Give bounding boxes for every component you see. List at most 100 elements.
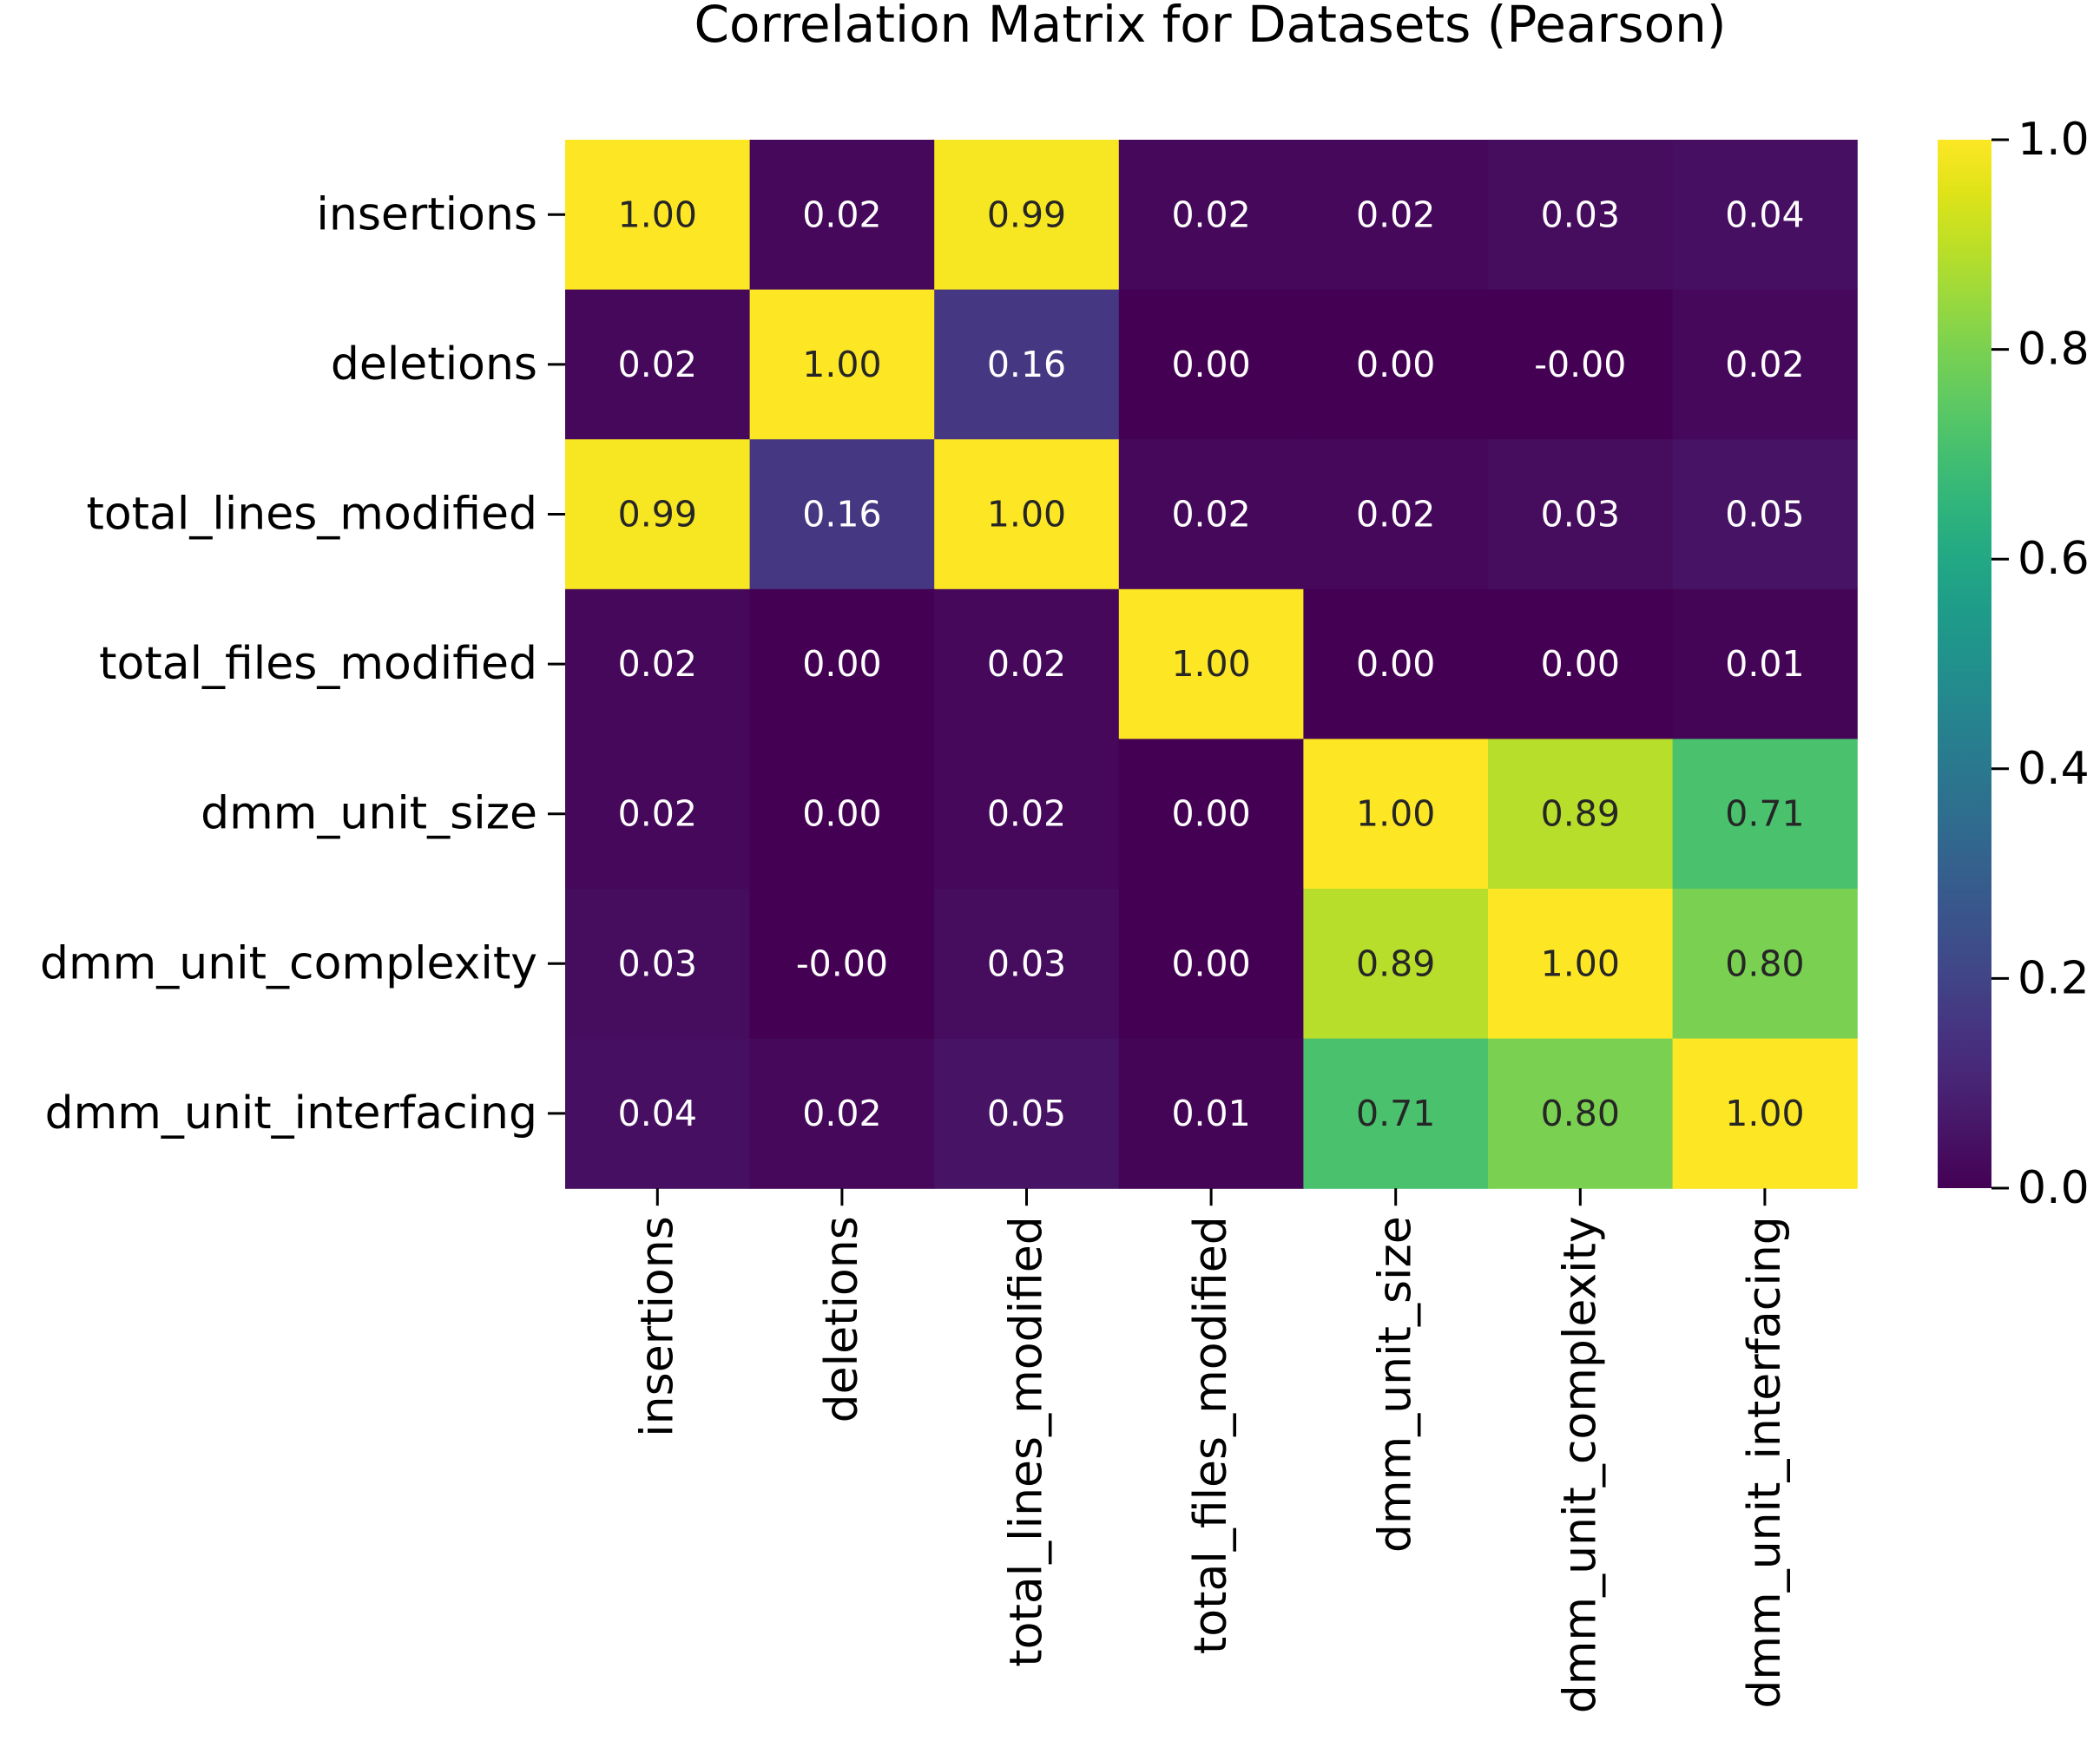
x-tick-label-total-files-modified: total_files_modified xyxy=(1185,1216,1237,1654)
y-tick-label-dmm-unit-size: dmm_unit_size xyxy=(201,788,537,840)
cell-value-label: 1.00 xyxy=(1356,793,1435,835)
cell-value-label: 1.00 xyxy=(618,194,697,235)
cell-value-label: 0.04 xyxy=(618,1093,697,1134)
cell-value-label: 0.05 xyxy=(987,1093,1066,1134)
heatmap-cell-dmm-unit-interfacing-dmm-unit-complexity xyxy=(1488,1038,1674,1189)
cell-value-label: 0.03 xyxy=(1541,194,1620,235)
heatmap-cell-total-files-modified-deletions xyxy=(749,588,935,739)
cell-value-label: 0.16 xyxy=(802,494,881,535)
cell-value-label: 0.02 xyxy=(1356,194,1435,235)
heatmap-cell-dmm-unit-complexity-insertions xyxy=(565,889,751,1040)
heatmap-cell-deletions-insertions xyxy=(565,289,751,440)
heatmap-cell-dmm-unit-size-dmm-unit-interfacing xyxy=(1672,739,1858,890)
heatmap-cell-insertions-dmm-unit-complexity xyxy=(1488,140,1674,291)
heatmap-cell-dmm-unit-size-dmm-unit-complexity xyxy=(1488,739,1674,890)
heatmap-cell-dmm-unit-interfacing-total-lines-modified xyxy=(934,1038,1120,1189)
x-tick-label-dmm-unit-size: dmm_unit_size xyxy=(1370,1216,1422,1553)
y-tick-label-dmm-unit-complexity: dmm_unit_complexity xyxy=(40,937,537,989)
cell-value-label: 0.01 xyxy=(1171,1093,1250,1134)
colorbar-tick-label: 0.0 xyxy=(2018,1162,2090,1214)
cell-value-label: 1.00 xyxy=(802,344,881,385)
x-axis: insertions deletions total_lines_modified t… xyxy=(631,1188,1791,1713)
cell-value-label: 0.99 xyxy=(618,494,697,535)
cell-value-label: -0.00 xyxy=(796,943,888,984)
cell-value-label: 0.02 xyxy=(618,344,697,385)
heatmap-cell-dmm-unit-complexity-dmm-unit-complexity xyxy=(1488,889,1674,1040)
heatmap-cell-insertions-insertions xyxy=(565,140,751,291)
heatmap-cell-dmm-unit-interfacing-insertions xyxy=(565,1038,751,1189)
x-tick-label-total-lines-modified: total_lines_modified xyxy=(1001,1216,1053,1667)
heatmap-cell-total-files-modified-dmm-unit-interfacing xyxy=(1672,588,1858,739)
heatmap-cell-total-lines-modified-dmm-unit-complexity xyxy=(1488,439,1674,590)
colorbar: 0.0 0.2 0.4 0.6 0.8 1.0 xyxy=(1938,114,2090,1214)
cell-value-label: 0.02 xyxy=(802,1093,881,1134)
heatmap-cell-dmm-unit-interfacing-deletions xyxy=(749,1038,935,1189)
heatmap-cell-deletions-dmm-unit-complexity xyxy=(1488,289,1674,440)
heatmap-cell-dmm-unit-complexity-dmm-unit-interfacing xyxy=(1672,889,1858,1040)
cell-value-label: 0.00 xyxy=(1171,344,1250,385)
cell-value-label: 0.00 xyxy=(1171,943,1250,984)
cell-value-label: 1.00 xyxy=(1171,643,1250,685)
cell-value-label: 0.02 xyxy=(1171,494,1250,535)
heatmap-cell-deletions-total-lines-modified xyxy=(934,289,1120,440)
cell-value-label: 0.02 xyxy=(618,793,697,835)
cell-value-label: 0.71 xyxy=(1725,793,1804,835)
cell-value-label: 0.03 xyxy=(618,943,697,984)
cell-value-label: 0.00 xyxy=(802,793,881,835)
cell-value-label: 0.02 xyxy=(1725,344,1804,385)
heatmap-cell-dmm-unit-interfacing-dmm-unit-size xyxy=(1303,1038,1489,1189)
cell-value-label: 0.00 xyxy=(1541,643,1620,685)
heatmap-cell-total-lines-modified-dmm-unit-size xyxy=(1303,439,1489,590)
x-tick-label-dmm-unit-complexity: dmm_unit_complexity xyxy=(1554,1216,1606,1713)
heatmap-cell-total-files-modified-dmm-unit-complexity xyxy=(1488,588,1674,739)
heatmap-cell-total-lines-modified-total-files-modified xyxy=(1118,439,1304,590)
heatmap-cell-insertions-total-files-modified xyxy=(1118,140,1304,291)
heatmap-cell-dmm-unit-complexity-total-lines-modified xyxy=(934,889,1120,1040)
cell-value-label: 0.02 xyxy=(1171,194,1250,235)
y-tick-label-dmm-unit-interfacing: dmm_unit_interfacing xyxy=(45,1087,537,1140)
cell-value-label: 0.02 xyxy=(1356,494,1435,535)
heatmap-cell-deletions-dmm-unit-size xyxy=(1303,289,1489,440)
x-tick-label-insertions: insertions xyxy=(631,1216,683,1437)
heatmap-cell-total-files-modified-insertions xyxy=(565,588,751,739)
cell-value-label: 0.89 xyxy=(1356,943,1435,984)
cell-value-label: 0.80 xyxy=(1725,943,1804,984)
cell-value-label: 0.99 xyxy=(987,194,1066,235)
heatmap-cell-total-files-modified-total-lines-modified xyxy=(934,588,1120,739)
heatmap-cell-dmm-unit-size-total-lines-modified xyxy=(934,739,1120,890)
cell-value-label: 0.03 xyxy=(987,943,1066,984)
cell-value-label: 1.00 xyxy=(1725,1093,1804,1134)
cell-value-label: 0.16 xyxy=(987,344,1066,385)
heatmap-cell-dmm-unit-size-total-files-modified xyxy=(1118,739,1304,890)
cell-value-label: 0.02 xyxy=(618,643,697,685)
cell-value-label: 1.00 xyxy=(1541,943,1620,984)
cell-value-label: 0.04 xyxy=(1725,194,1804,235)
cell-value-label: -0.00 xyxy=(1534,344,1626,385)
heatmap-cell-total-lines-modified-dmm-unit-interfacing xyxy=(1672,439,1858,590)
cell-value-label: 0.03 xyxy=(1541,494,1620,535)
heatmap-cell-dmm-unit-size-deletions xyxy=(749,739,935,890)
cell-value-label: 0.00 xyxy=(802,643,881,685)
cell-value-label: 0.89 xyxy=(1541,793,1620,835)
y-tick-label-total-files-modified: total_files_modified xyxy=(99,638,537,690)
heatmap-cell-dmm-unit-complexity-dmm-unit-size xyxy=(1303,889,1489,1040)
colorbar-gradient xyxy=(1938,140,1991,1188)
cell-value-label: 0.01 xyxy=(1725,643,1804,685)
y-axis: insertions deletions total_lines_modifiedt… xyxy=(40,188,565,1140)
cell-value-label: 0.00 xyxy=(1356,643,1435,685)
heatmap-cell-deletions-deletions xyxy=(749,289,935,440)
heatmap-cell-deletions-total-files-modified xyxy=(1118,289,1304,440)
cell-value-label: 0.00 xyxy=(1171,793,1250,835)
heatmap-cell-dmm-unit-size-insertions xyxy=(565,739,751,890)
colorbar-tick-label: 0.8 xyxy=(2018,324,2090,376)
colorbar-tick-label: 1.0 xyxy=(2018,114,2090,166)
heatmap-cell-total-lines-modified-total-lines-modified xyxy=(934,439,1120,590)
heatmap-cell-insertions-total-lines-modified xyxy=(934,140,1120,291)
colorbar-tick-label: 0.2 xyxy=(2018,952,2090,1004)
cell-value-label: 0.80 xyxy=(1541,1093,1620,1134)
colorbar-tick-label: 0.6 xyxy=(2018,533,2090,585)
heatmap-cell-deletions-dmm-unit-interfacing xyxy=(1672,289,1858,440)
y-tick-label-total-lines-modified: total_lines_modified xyxy=(86,489,537,541)
